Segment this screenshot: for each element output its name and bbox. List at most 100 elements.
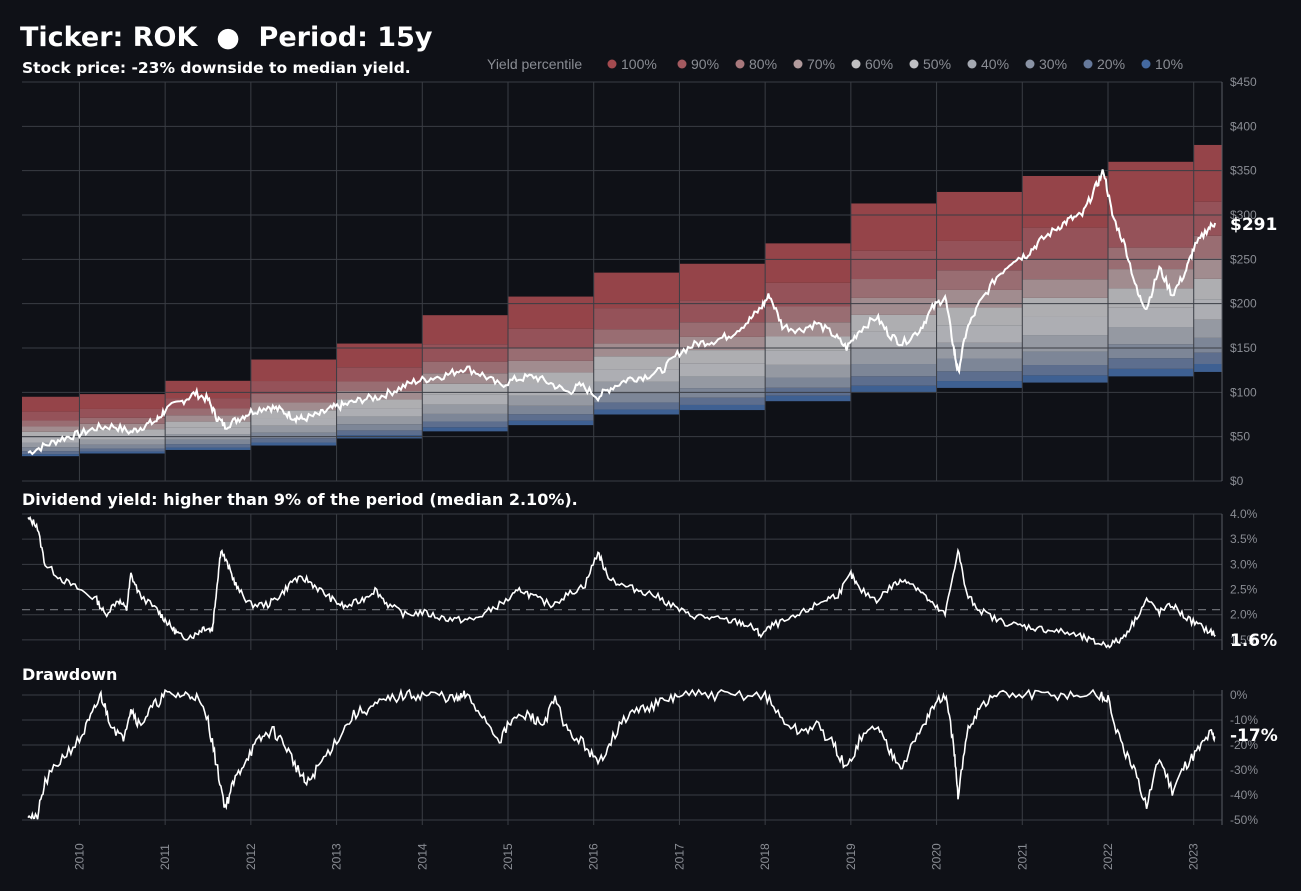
percentile-band [79, 423, 166, 430]
percentile-band [593, 393, 680, 403]
percentile-band [250, 432, 337, 439]
percentile-band [765, 350, 851, 365]
percentile-band [250, 425, 337, 433]
percentile-band [165, 380, 251, 399]
percentile-band [593, 381, 680, 394]
percentile-band [1108, 307, 1194, 328]
percentile-band [422, 315, 508, 345]
percentile-band [508, 328, 594, 348]
percentile-band [165, 427, 251, 435]
percentile-band [508, 348, 594, 361]
percentile-band [79, 417, 166, 424]
percentile-band [593, 343, 680, 357]
percentile-band [165, 398, 251, 409]
legend-swatch [607, 59, 617, 69]
percentile-band [1108, 344, 1194, 359]
percentile-band [422, 394, 508, 405]
percentile-band [508, 296, 594, 329]
percentile-band [936, 240, 1023, 271]
y-tick-label: 1.5% [1230, 633, 1258, 647]
percentile-band [22, 447, 80, 452]
yield-last-value: 1.6% [1230, 631, 1277, 651]
percentile-band [508, 372, 594, 384]
legend-swatch [967, 59, 977, 69]
percentile-band [679, 397, 766, 405]
percentile-band [508, 405, 594, 415]
legend-swatch [1025, 59, 1035, 69]
percentile-band [593, 369, 680, 382]
x-tick-label: 2020 [930, 843, 944, 870]
y-tick-label: 2.5% [1230, 583, 1258, 597]
percentile-band [1022, 258, 1108, 280]
percentile-band [593, 356, 680, 370]
percentile-band [336, 416, 423, 425]
price-panel-title: Stock price: -23% downside to median yie… [22, 59, 411, 77]
percentile-band [1193, 363, 1222, 372]
percentile-band [336, 391, 423, 400]
x-tick-label: 2017 [672, 843, 686, 870]
percentile-band [679, 363, 766, 377]
percentile-band [765, 336, 851, 351]
percentile-band [850, 331, 937, 349]
x-tick-label: 2011 [158, 844, 172, 870]
percentile-band [336, 343, 423, 368]
legend-item: 40% [981, 56, 1009, 72]
legend-item: 30% [1039, 56, 1067, 72]
percentile-band [593, 308, 680, 330]
x-tick-label: 2016 [587, 843, 601, 870]
percentile-band [422, 427, 508, 432]
percentile-band [679, 322, 766, 337]
percentile-band [79, 394, 166, 409]
percentile-band [422, 383, 508, 395]
legend-swatch [735, 59, 745, 69]
percentile-band [936, 191, 1023, 241]
legend-title: Yield percentile [487, 56, 582, 72]
percentile-band [1022, 175, 1108, 228]
percentile-band [422, 344, 508, 362]
percentile-band [250, 438, 337, 443]
percentile-band [165, 408, 251, 416]
percentile-band [165, 444, 251, 448]
percentile-band [765, 243, 851, 283]
legend-swatch [1141, 59, 1151, 69]
percentile-band [936, 307, 1023, 326]
percentile-band [765, 377, 851, 388]
y-tick-label: $0 [1230, 474, 1244, 488]
percentile-band [22, 426, 80, 432]
percentile-band [593, 409, 680, 415]
percentile-band [22, 431, 80, 438]
percentile-band [336, 399, 423, 409]
y-tick-label: $100 [1230, 385, 1257, 399]
legend-swatch [793, 59, 803, 69]
percentile-band [936, 371, 1023, 382]
percentile-band [936, 358, 1023, 372]
percentile-band [1193, 319, 1222, 338]
percentile-band [1108, 358, 1194, 369]
percentile-band [765, 387, 851, 396]
y-tick-label: $50 [1230, 430, 1250, 444]
percentile-band [1193, 278, 1222, 300]
percentile-band [850, 203, 937, 251]
percentile-band [679, 376, 766, 389]
x-tick-label: 2013 [330, 843, 344, 870]
legend-item: 20% [1097, 56, 1125, 72]
percentile-band [679, 388, 766, 398]
x-tick-label: 2019 [844, 843, 858, 870]
price-last-value: $291 [1230, 215, 1277, 235]
page-title: Ticker: ROK ● Period: 15y [20, 22, 433, 53]
tick-labels: $0 $50 $100 $150 $200 $250 $300 $350 $400 $450 1.5… [72, 75, 1258, 870]
drawdown-panel-title: Drawdown [22, 665, 117, 684]
y-tick-label: 0% [1230, 688, 1248, 702]
x-tick-label: 2023 [1187, 843, 1201, 870]
legend-item: 80% [749, 56, 777, 72]
percentile-band [250, 359, 337, 382]
percentile-band [336, 430, 423, 436]
percentile-band [250, 410, 337, 419]
percentile-band [850, 385, 937, 393]
percentile-band [1022, 365, 1108, 376]
x-tick-label: 2010 [72, 843, 86, 870]
percentile-band [508, 383, 594, 396]
percentile-band [765, 306, 851, 323]
legend-swatch [851, 59, 861, 69]
yield-panel-title: Dividend yield: higher than 9% of the pe… [22, 490, 578, 509]
